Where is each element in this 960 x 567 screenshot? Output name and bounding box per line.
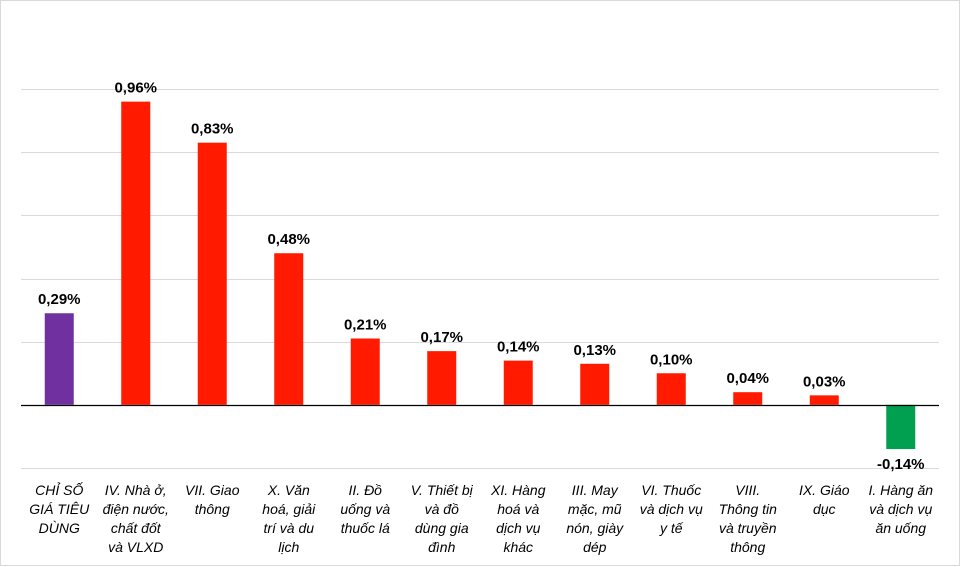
bar-10 xyxy=(809,395,839,405)
value-label-7: 0,13% xyxy=(573,342,616,359)
bar-8 xyxy=(656,373,686,405)
category-label-line: lịch xyxy=(278,539,299,555)
category-label-line: IV. Nhà ở, xyxy=(105,482,167,498)
category-label-line: ăn uống xyxy=(875,520,926,536)
category-label-0: CHỈ SỐ GIÁ TIÊU DÙNG xyxy=(29,481,90,536)
bar-9 xyxy=(733,392,763,405)
category-label-line: VI. Thuốc xyxy=(641,482,701,498)
category-label-10: IX. Giáo dục xyxy=(799,482,850,517)
category-label-4: II. Đồ uống và thuốc lá xyxy=(340,482,390,536)
category-label-line: khác xyxy=(503,539,533,555)
category-label-line: dục xyxy=(813,501,836,517)
category-label-line: và dịch vụ xyxy=(869,501,932,517)
category-label-line: I. Hàng ăn xyxy=(868,482,933,498)
value-label-8: 0,10% xyxy=(650,351,693,368)
category-label-line: và VLXD xyxy=(108,539,163,555)
category-label-line: thông xyxy=(730,539,765,555)
category-label-line: Thông tin xyxy=(719,501,778,517)
category-label-line: X. Văn xyxy=(267,482,310,498)
category-label-1: IV. Nhà ở, điện nước, chất đốt và VLXD xyxy=(103,482,169,555)
value-label-3: 0,48% xyxy=(267,231,310,248)
category-label-line: CHỈ SỐ xyxy=(35,481,83,498)
category-label-line: VII. Giao xyxy=(185,482,240,498)
category-label-line: trí và du xyxy=(263,520,314,536)
category-label-line: dùng gia xyxy=(415,520,469,536)
category-label-line: thông xyxy=(195,501,230,517)
category-label-line: và dịch vụ xyxy=(640,501,703,517)
bar-0 xyxy=(44,313,74,405)
category-label-line: và đồ xyxy=(425,501,459,517)
value-labels: 0,29% 0,96% 0,83% 0,48% 0,21% 0,17% 0,14% 0,13%… xyxy=(38,80,925,473)
category-label-line: thuốc lá xyxy=(341,520,390,536)
bar-3 xyxy=(274,253,304,405)
category-label-line: dịch vụ xyxy=(496,520,541,536)
category-label-line: y tế xyxy=(659,520,684,536)
category-label-line: mặc, mũ xyxy=(568,501,622,517)
value-label-4: 0,21% xyxy=(344,317,387,334)
category-label-2: VII. Giao thông xyxy=(185,482,240,517)
category-label-line: nón, giày xyxy=(566,520,624,536)
value-label-1: 0,96% xyxy=(114,80,157,97)
category-label-line: hoá, giải xyxy=(262,501,316,517)
category-label-line: DÙNG xyxy=(39,520,80,536)
value-label-2: 0,83% xyxy=(191,121,234,138)
value-label-5: 0,17% xyxy=(420,329,463,346)
bar-4 xyxy=(350,338,380,405)
category-label-11: I. Hàng ăn và dịch vụ ăn uống xyxy=(868,482,933,536)
bar-11 xyxy=(886,404,916,450)
category-label-line: đình xyxy=(428,539,455,555)
category-label-line: V. Thiết bị xyxy=(411,482,474,498)
category-label-line: VIII. xyxy=(735,482,760,498)
bar-5 xyxy=(427,351,457,405)
value-label-6: 0,14% xyxy=(497,339,540,356)
category-label-8: VI. Thuốc và dịch vụ y tế xyxy=(640,482,703,536)
bars xyxy=(44,101,916,450)
category-label-5: V. Thiết bị và đồ dùng gia đình xyxy=(411,482,474,555)
category-label-line: điện nước, xyxy=(103,501,169,517)
category-label-line: GIÁ TIÊU xyxy=(29,501,90,517)
bar-1 xyxy=(121,101,151,405)
category-label-line: IX. Giáo xyxy=(799,482,850,498)
category-label-line: III. May xyxy=(572,482,619,498)
value-label-0: 0,29% xyxy=(38,291,81,308)
bar-2 xyxy=(197,142,227,405)
bar-6 xyxy=(503,360,533,405)
category-label-line: và truyền xyxy=(719,520,777,536)
category-label-line: II. Đồ xyxy=(349,482,383,498)
category-label-7: III. May mặc, mũ nón, giày dép xyxy=(566,482,624,555)
value-label-10: 0,03% xyxy=(803,373,846,390)
category-label-3: X. Văn hoá, giải trí và du lịch xyxy=(262,482,316,555)
category-label-6: XI. Hàng hoá và dịch vụ khác xyxy=(490,482,546,555)
category-label-line: hoá và xyxy=(497,501,539,517)
category-label-line: chất đốt xyxy=(111,520,162,536)
gridlines xyxy=(21,89,939,469)
category-label-line: XI. Hàng xyxy=(490,482,546,498)
category-label-line: dép xyxy=(583,539,607,555)
value-label-11: -0,14% xyxy=(877,456,925,473)
category-labels: CHỈ SỐ GIÁ TIÊU DÙNG IV. Nhà ở, điện nước, ch… xyxy=(29,481,933,555)
category-label-line: uống và xyxy=(340,501,390,517)
category-label-9: VIII. Thông tin và truyền thông xyxy=(719,482,778,555)
value-label-9: 0,04% xyxy=(726,370,769,387)
bar-7 xyxy=(580,363,610,405)
